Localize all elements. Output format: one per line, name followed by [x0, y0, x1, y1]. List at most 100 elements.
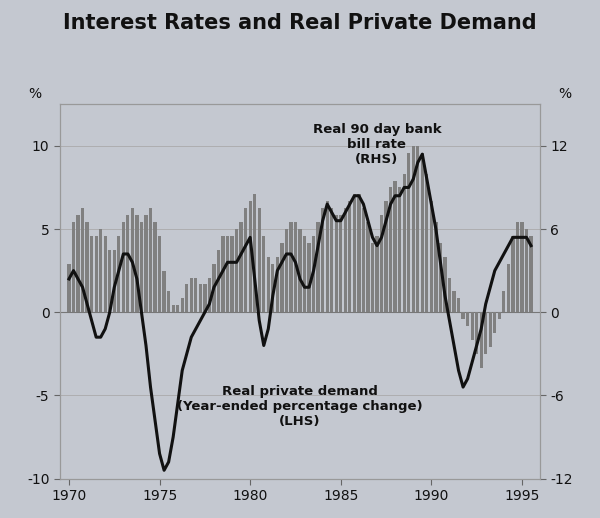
Bar — [403, 174, 406, 312]
Bar — [95, 236, 98, 312]
Bar — [353, 194, 356, 312]
Bar — [434, 222, 437, 312]
Bar — [412, 146, 415, 312]
Bar — [525, 229, 528, 312]
Bar — [344, 208, 347, 312]
Bar — [303, 236, 306, 312]
Bar — [289, 222, 293, 312]
Bar — [335, 215, 338, 312]
Bar — [85, 222, 89, 312]
Bar — [126, 215, 130, 312]
Bar — [425, 174, 428, 312]
Bar — [367, 222, 370, 312]
Bar — [457, 298, 460, 312]
Bar — [516, 222, 519, 312]
Bar — [520, 222, 524, 312]
Bar — [484, 312, 487, 354]
Bar — [76, 215, 80, 312]
Bar — [194, 278, 197, 312]
Bar — [448, 278, 451, 312]
Bar — [416, 146, 419, 312]
Bar — [235, 229, 238, 312]
Bar — [221, 236, 224, 312]
Text: %: % — [558, 87, 571, 100]
Bar — [149, 208, 152, 312]
Bar — [466, 312, 469, 326]
Bar — [239, 222, 243, 312]
Bar — [131, 208, 134, 312]
Bar — [461, 312, 465, 319]
Bar — [407, 153, 410, 312]
Bar — [348, 202, 352, 312]
Text: Real 90 day bank
bill rate
(RHS): Real 90 day bank bill rate (RHS) — [313, 123, 441, 166]
Bar — [217, 250, 220, 312]
Bar — [208, 278, 211, 312]
Bar — [452, 292, 455, 312]
Bar — [298, 229, 302, 312]
Bar — [108, 250, 112, 312]
Bar — [371, 243, 374, 312]
Bar — [176, 305, 179, 312]
Bar — [99, 229, 103, 312]
Bar — [135, 215, 139, 312]
Bar — [167, 292, 170, 312]
Text: Real private demand
(Year-ended percentage change)
(LHS): Real private demand (Year-ended percenta… — [177, 385, 423, 428]
Bar — [190, 278, 193, 312]
Bar — [113, 250, 116, 312]
Bar — [312, 236, 315, 312]
Bar — [230, 236, 233, 312]
Bar — [389, 188, 392, 312]
Bar — [439, 243, 442, 312]
Bar — [529, 236, 533, 312]
Bar — [285, 229, 288, 312]
Bar — [276, 257, 279, 312]
Bar — [316, 222, 320, 312]
Bar — [172, 305, 175, 312]
Bar — [81, 208, 84, 312]
Bar — [212, 264, 215, 312]
Bar — [488, 312, 492, 347]
Bar — [357, 194, 361, 312]
Bar — [226, 236, 229, 312]
Bar — [117, 236, 121, 312]
Bar — [271, 264, 274, 312]
Bar — [385, 202, 388, 312]
Bar — [266, 257, 270, 312]
Bar — [185, 284, 188, 312]
Bar — [470, 312, 474, 340]
Bar — [145, 215, 148, 312]
Bar — [203, 284, 206, 312]
Bar — [339, 215, 343, 312]
Bar — [294, 222, 297, 312]
Bar — [502, 292, 505, 312]
Bar — [321, 208, 324, 312]
Bar — [362, 208, 365, 312]
Bar — [394, 180, 397, 312]
Bar — [326, 202, 329, 312]
Bar — [380, 215, 383, 312]
Bar — [199, 284, 202, 312]
Bar — [181, 298, 184, 312]
Bar — [67, 264, 71, 312]
Bar — [511, 236, 515, 312]
Bar — [443, 257, 446, 312]
Bar — [493, 312, 496, 333]
Bar — [430, 202, 433, 312]
Bar — [72, 222, 75, 312]
Bar — [479, 312, 483, 368]
Bar — [497, 312, 501, 319]
Bar — [330, 208, 334, 312]
Bar — [163, 270, 166, 312]
Bar — [307, 243, 311, 312]
Bar — [421, 153, 424, 312]
Text: %: % — [29, 87, 42, 100]
Bar — [280, 243, 284, 312]
Bar — [122, 222, 125, 312]
Bar — [253, 194, 256, 312]
Bar — [262, 236, 265, 312]
Bar — [158, 236, 161, 312]
Bar — [376, 236, 379, 312]
Bar — [257, 208, 261, 312]
Bar — [154, 222, 157, 312]
Bar — [140, 222, 143, 312]
